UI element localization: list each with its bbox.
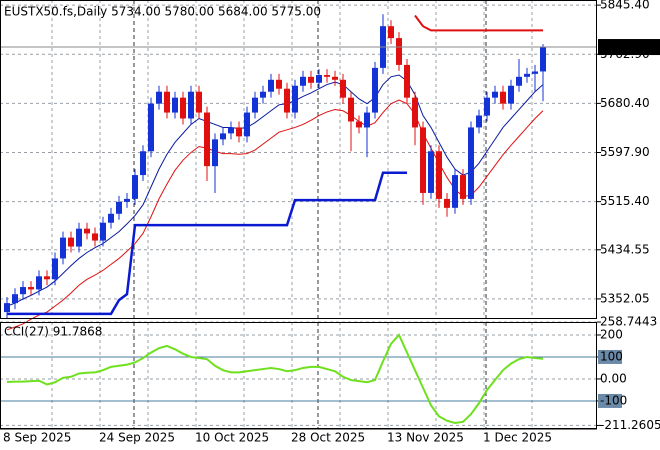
y-tick-label: 5515.40 xyxy=(600,194,650,208)
candle-body xyxy=(140,151,146,176)
candle-body xyxy=(348,97,354,122)
x-tick-label: 13 Nov 2025 xyxy=(387,431,464,445)
candle-body xyxy=(276,79,282,89)
candle-body xyxy=(324,75,330,77)
candle-body xyxy=(124,198,130,202)
candle-body xyxy=(516,76,522,86)
candle-body xyxy=(476,115,482,128)
candle-body xyxy=(212,139,218,167)
candle-body xyxy=(300,76,306,86)
candle-body xyxy=(252,97,258,113)
candle-body xyxy=(4,303,10,313)
panel-frame xyxy=(0,0,597,319)
last-price-label: 5775.00 xyxy=(601,40,651,54)
candle-body xyxy=(220,133,226,140)
candle-body xyxy=(196,91,202,113)
cci-line xyxy=(6,333,544,424)
candle-body xyxy=(204,112,210,167)
candle-body xyxy=(420,127,426,193)
candle-body xyxy=(156,91,162,104)
y-tick-label: 5680.40 xyxy=(600,96,650,110)
candle-body xyxy=(20,287,26,295)
candle-body xyxy=(28,287,34,290)
x-tick-label: 10 Oct 2025 xyxy=(195,431,269,445)
candle-body xyxy=(540,47,546,72)
candle-body xyxy=(100,222,106,241)
candle-body xyxy=(116,201,122,214)
candle-body xyxy=(396,38,402,65)
level-label-box xyxy=(598,349,622,364)
candle-body xyxy=(36,276,42,290)
y-tick-label: 258.7443 xyxy=(600,315,657,329)
candle-body xyxy=(524,73,530,77)
candle-body xyxy=(76,228,82,247)
candle-body xyxy=(228,127,234,134)
candle-body xyxy=(500,91,506,104)
indicator-line xyxy=(6,74,544,307)
candle-body xyxy=(332,76,338,80)
candle-body xyxy=(44,276,50,280)
candle-body xyxy=(236,127,242,137)
candle-body xyxy=(148,103,154,152)
candle-body xyxy=(132,175,138,199)
y-tick-label: 100 xyxy=(600,349,623,363)
indicator-line xyxy=(7,171,407,316)
candle-body xyxy=(12,294,18,304)
y-tick-label: 5352.05 xyxy=(600,291,650,305)
candle-body xyxy=(180,97,186,119)
candle-body xyxy=(308,76,314,83)
candle-body xyxy=(260,91,266,98)
candle-body xyxy=(284,88,290,113)
candle-body xyxy=(532,71,538,74)
x-tick-label: 24 Sep 2025 xyxy=(99,431,175,445)
y-tick-label: -100 xyxy=(600,393,627,407)
candle-body xyxy=(444,198,450,208)
candle-body xyxy=(340,79,346,98)
candle-body xyxy=(492,91,498,98)
indicator-line xyxy=(414,14,543,32)
candle-body xyxy=(460,175,466,199)
candle-body xyxy=(468,127,474,199)
candle-body xyxy=(172,97,178,113)
candle-body xyxy=(244,112,250,137)
candle-body xyxy=(356,121,362,128)
chart-title: EUSTX50.fs,Daily 5734.00 5780.00 5684.00… xyxy=(4,5,321,19)
candle-body xyxy=(292,85,298,113)
x-tick-label: 28 Oct 2025 xyxy=(291,431,365,445)
y-tick-label: 5845.40 xyxy=(600,0,650,12)
x-tick-label: 1 Dec 2025 xyxy=(483,431,552,445)
y-tick-label: 5434.55 xyxy=(600,242,650,256)
candle-body xyxy=(52,258,58,280)
indicator-title: CCI(27) 91.7868 xyxy=(4,325,102,339)
y-tick-label: 0.00 xyxy=(600,371,627,385)
candle-body xyxy=(60,237,66,259)
level-label-box xyxy=(598,393,622,408)
candle-body xyxy=(92,233,98,241)
candle-body xyxy=(316,75,322,83)
candle-body xyxy=(268,79,274,92)
x-tick-label: 8 Sep 2025 xyxy=(3,431,71,445)
candle-body xyxy=(164,91,170,113)
last-price-box xyxy=(598,39,660,56)
y-tick-label: 200 xyxy=(600,327,623,341)
y-tick-label: -211.2605 xyxy=(600,418,660,432)
candle-body xyxy=(404,64,410,98)
candle-body xyxy=(484,97,490,116)
candle-body xyxy=(68,237,74,247)
candle-body xyxy=(428,151,434,193)
candle-body xyxy=(412,97,418,128)
candle-body xyxy=(388,26,394,39)
candle-body xyxy=(364,112,370,128)
candle-body xyxy=(188,91,194,119)
y-tick-label: 5597.90 xyxy=(600,145,650,159)
candle-body xyxy=(452,175,458,208)
candle-body xyxy=(372,67,378,113)
candle-body xyxy=(508,85,514,104)
candle-body xyxy=(84,228,90,234)
candle-body xyxy=(108,213,114,223)
candle-body xyxy=(436,151,442,199)
